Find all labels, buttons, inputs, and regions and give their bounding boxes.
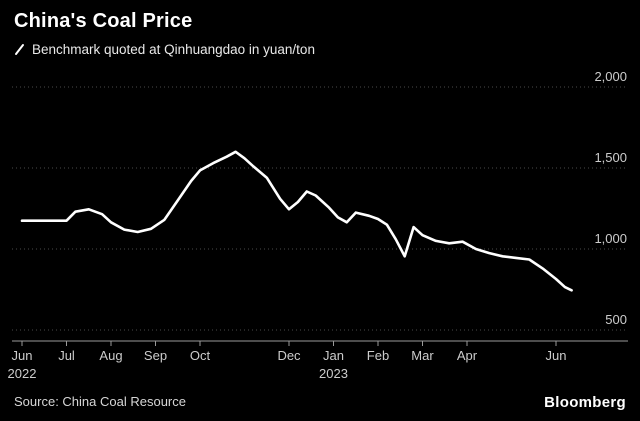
x-axis-label: Jul [58, 348, 75, 363]
x-axis-label: Oct [190, 348, 211, 363]
x-axis-year-label: 2023 [319, 366, 348, 381]
x-axis-label: Jun [12, 348, 33, 363]
x-axis-label: Sep [144, 348, 167, 363]
x-axis-label: Aug [99, 348, 122, 363]
x-axis-label: Jun [546, 348, 567, 363]
y-axis-label: 500 [605, 312, 627, 327]
bloomberg-logo: Bloomberg [544, 394, 626, 411]
page-title: China's Coal Price [14, 10, 193, 32]
x-axis-label: Mar [411, 348, 434, 363]
legend: Benchmark quoted at Qinhuangdao in yuan/… [14, 42, 315, 57]
source-note: Source: China Coal Resource [14, 394, 186, 409]
x-axis-label: Jan [323, 348, 344, 363]
price-line [20, 150, 573, 292]
x-axis-label: Apr [457, 348, 478, 363]
line-sample-icon [15, 44, 24, 55]
legend-label: Benchmark quoted at Qinhuangdao in yuan/… [32, 42, 315, 57]
x-axis-label: Dec [277, 348, 301, 363]
x-axis-year-label: 2022 [8, 366, 37, 381]
y-axis-label: 1,000 [594, 231, 627, 246]
y-axis-label: 1,500 [594, 150, 627, 165]
y-axis-label: 2,000 [594, 69, 627, 84]
x-axis-label: Feb [367, 348, 389, 363]
